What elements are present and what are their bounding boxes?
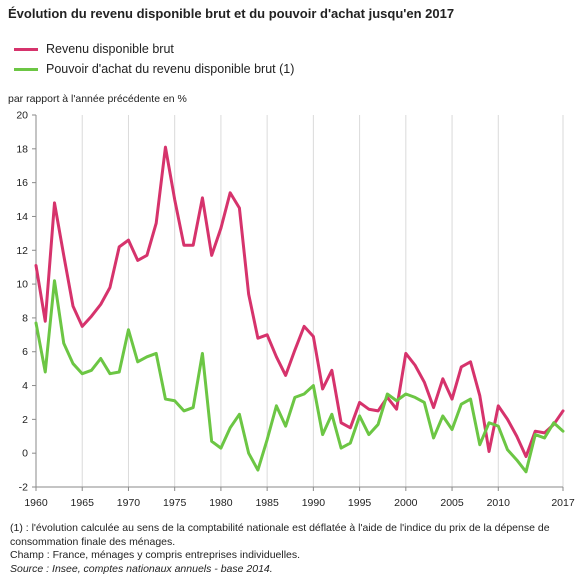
x-tick-label-1980: 1980 [209,497,233,509]
y-tick-label-18: 18 [16,143,28,155]
chart-legend: Revenu disponible brut Pouvoir d'achat d… [14,39,294,79]
series-line-revenu [34,145,565,459]
x-tick-label-1985: 1985 [255,497,279,509]
x-tick-label-1995: 1995 [348,497,372,509]
x-tick-label-2010: 2010 [487,497,511,509]
x-tick-label-2005: 2005 [440,497,464,509]
y-tick-label-2: 2 [22,414,28,426]
y-tick-label-20: 20 [16,110,28,122]
legend-item-revenu: Revenu disponible brut [14,39,294,59]
x-tick-label-1970: 1970 [117,497,141,509]
y-tick-label-16: 16 [16,177,28,189]
series-line-pouvoir-achat [34,279,565,474]
legend-item-pouvoir-achat: Pouvoir d'achat du revenu disponible bru… [14,59,294,79]
y-tick-label-10: 10 [16,279,28,291]
x-tick-label-1965: 1965 [71,497,95,509]
x-tick-label-2000: 2000 [394,497,418,509]
legend-swatch-pouvoir-achat [14,68,38,71]
x-tick-label-1960: 1960 [24,497,48,509]
y-tick-label-6: 6 [22,346,28,358]
legend-swatch-revenu [14,48,38,51]
x-tick-label-2017: 2017 [551,497,575,509]
y-tick-label-14: 14 [16,211,28,223]
footnote-source: Source : Insee, comptes nationaux annuel… [10,562,273,575]
y-tick-label-4: 4 [22,380,28,392]
legend-label-revenu: Revenu disponible brut [46,42,174,56]
y-tick-label-8: 8 [22,312,28,324]
line-chart: -2 0 2 4 6 8 10 12 14 16 18 20 1960 1965 1970 1975 1980 1… [16,110,575,510]
y-tick-label-0: 0 [22,448,28,460]
footnote-scope: Champ : France, ménages y compris entrep… [10,549,301,562]
x-tick-label-1990: 1990 [302,497,326,509]
y-axis-label: par rapport à l'année précédente en % [8,93,187,105]
y-tick-label-12: 12 [16,245,28,257]
x-tick-label-1975: 1975 [163,497,187,509]
footnote-deflation: (1) : l'évolution calculée au sens de la… [10,522,550,548]
footnotes: (1) : l'évolution calculée au sens de la… [10,522,570,576]
y-tick-label--2: -2 [19,482,28,494]
legend-label-pouvoir-achat: Pouvoir d'achat du revenu disponible bru… [46,62,295,76]
chart-title: Évolution du revenu disponible brut et d… [8,6,455,21]
